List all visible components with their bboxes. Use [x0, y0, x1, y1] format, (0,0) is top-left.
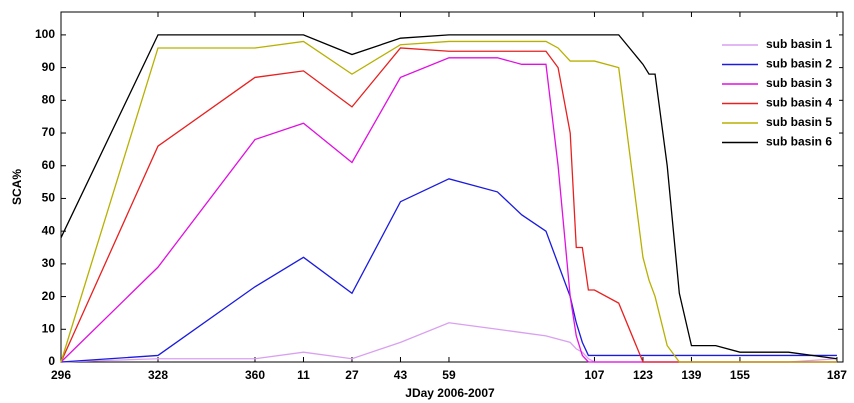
plot-frame [60, 11, 844, 363]
x-tick-label: 43 [394, 368, 408, 382]
legend-box [714, 31, 839, 158]
x-tick-label: 187 [827, 368, 847, 382]
y-tick-label: 50 [42, 191, 56, 205]
x-tick-label: 328 [148, 368, 168, 382]
y-tick-label: 10 [42, 321, 56, 335]
x-tick-label: 123 [633, 368, 653, 382]
series-line [60, 178, 837, 363]
y-tick-label: 40 [42, 223, 56, 237]
y-tick-label: 100 [35, 27, 55, 41]
legend-label: sub basin 1 [766, 37, 832, 51]
y-tick-label: 80 [42, 92, 56, 106]
x-tick-label: 360 [245, 368, 265, 382]
legend-label: sub basin 4 [766, 96, 832, 110]
x-tick-label: 27 [345, 368, 359, 382]
x-axis-label: JDay 2006-2007 [405, 386, 495, 400]
x-tick-label: 107 [584, 368, 604, 382]
y-axis-label: SCA% [10, 169, 24, 205]
legend-label: sub basin 5 [766, 115, 832, 129]
series-line [60, 40, 837, 363]
x-tick-label: 296 [51, 368, 71, 382]
x-tick-label: 139 [681, 368, 701, 382]
x-tick-label: 11 [297, 368, 310, 382]
y-tick-label: 30 [42, 256, 56, 270]
legend-label: sub basin 6 [766, 135, 832, 149]
y-tick-label: 0 [48, 354, 55, 368]
y-tick-label: 60 [42, 158, 56, 172]
legend-label: sub basin 2 [766, 57, 832, 71]
x-tick-label: 59 [442, 368, 456, 382]
series-line [60, 34, 838, 360]
y-tick-label: 90 [42, 60, 56, 74]
x-tick-label: 155 [730, 368, 750, 382]
legend-label: sub basin 3 [766, 76, 832, 90]
y-tick-label: 70 [42, 125, 56, 139]
y-tick-label: 20 [42, 289, 56, 303]
